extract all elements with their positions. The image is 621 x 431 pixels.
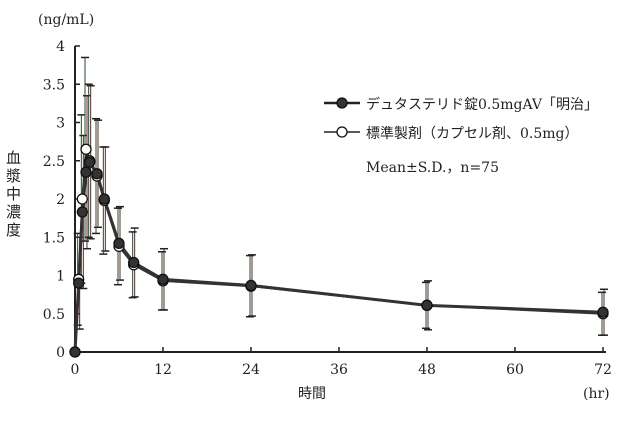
y-tick-label: 3 [56, 116, 65, 132]
data-point [128, 256, 140, 269]
data-point [76, 206, 88, 218]
y-tick-label: 0.5 [43, 307, 65, 323]
x-tick-label: 24 [242, 362, 260, 378]
x-tick-label: 36 [330, 362, 348, 378]
x-tick-label: 72 [594, 362, 612, 378]
data-point [157, 273, 169, 285]
y-unit: (ng/mL) [38, 12, 94, 28]
data-point [84, 156, 96, 168]
y-axis-label: 血漿中濃度 [4, 150, 22, 240]
y-tick-label: 3.5 [43, 77, 65, 93]
y-tick-label: 2.5 [43, 154, 65, 170]
legend-marker [336, 97, 348, 109]
data-point [69, 346, 81, 358]
series-line [74, 148, 604, 353]
data-point [113, 237, 125, 250]
legend-label: 標準製剤（カプセル剤、0.5mg） [366, 126, 579, 142]
legend-label: デュタステリド錠0.5mgAV「明治」 [366, 96, 598, 113]
x-tick-label: 0 [71, 362, 80, 378]
data-point [98, 193, 110, 205]
series-line [73, 158, 604, 353]
data-point [245, 279, 257, 292]
data-point [73, 277, 85, 289]
annotation: Mean±S.D.，n=75 [366, 160, 499, 176]
y-tick-label: 0 [56, 345, 65, 361]
y-tick-label: 1 [56, 269, 65, 285]
data-point [421, 299, 433, 311]
x-tick-label: 60 [506, 362, 524, 378]
data-point [91, 168, 103, 180]
data-point [76, 193, 88, 205]
x-tick-label: 48 [418, 362, 436, 378]
y-tick-label: 1.5 [43, 230, 65, 246]
y-tick-label: 4 [56, 39, 65, 55]
y-tick-label: 2 [56, 192, 65, 208]
legend-marker [336, 126, 348, 138]
x-tick-label: 12 [154, 362, 172, 378]
data-point [597, 306, 609, 318]
x-unit: (hr) [583, 386, 610, 402]
data-point [80, 143, 92, 155]
data-point [80, 166, 92, 178]
x-axis-label: 時間 [298, 386, 326, 402]
